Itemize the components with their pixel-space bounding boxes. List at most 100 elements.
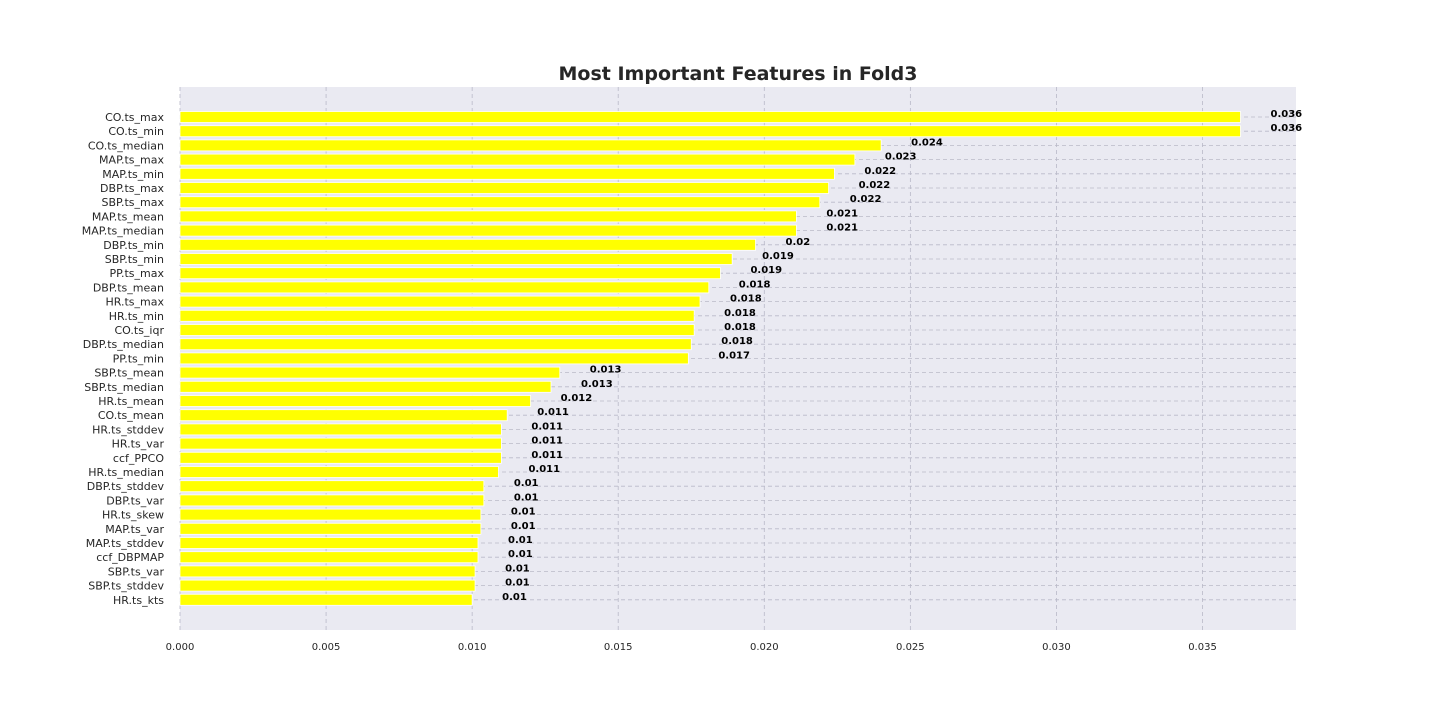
value-label: 0.021 bbox=[826, 208, 858, 219]
value-label: 0.018 bbox=[721, 336, 753, 347]
category-label: CO.ts_iqr bbox=[115, 324, 165, 337]
category-label: CO.ts_mean bbox=[98, 409, 164, 422]
bar bbox=[179, 352, 689, 365]
category-label: MAP.ts_min bbox=[102, 168, 164, 181]
value-label: 0.022 bbox=[859, 180, 891, 191]
bar bbox=[179, 125, 1241, 138]
category-label: SBP.ts_var bbox=[108, 565, 165, 578]
x-tick-label: 0.025 bbox=[896, 642, 925, 653]
value-label: 0.01 bbox=[511, 507, 536, 518]
bar bbox=[179, 253, 733, 265]
value-label: 0.012 bbox=[561, 393, 593, 404]
x-tick-label: 0.020 bbox=[750, 642, 779, 653]
x-tick-label: 0.010 bbox=[458, 642, 487, 653]
value-label: 0.018 bbox=[724, 322, 756, 333]
bar bbox=[179, 338, 692, 351]
bar bbox=[179, 224, 797, 237]
category-label: HR.ts_stddev bbox=[92, 423, 164, 436]
x-tick-label: 0.005 bbox=[312, 642, 341, 653]
bar bbox=[179, 480, 485, 493]
category-label: SBP.ts_min bbox=[105, 253, 164, 266]
value-label: 0.023 bbox=[885, 152, 917, 163]
category-label: MAP.ts_var bbox=[105, 523, 164, 536]
category-label: MAP.ts_mean bbox=[92, 210, 164, 223]
value-label: 0.01 bbox=[505, 563, 530, 574]
category-label: HR.ts_min bbox=[109, 310, 164, 323]
category-label: DBP.ts_min bbox=[103, 239, 164, 252]
value-label: 0.013 bbox=[590, 365, 622, 376]
bar bbox=[179, 267, 721, 280]
value-label: 0.017 bbox=[718, 350, 750, 361]
category-label: PP.ts_max bbox=[109, 267, 164, 280]
value-label: 0.011 bbox=[531, 450, 563, 461]
value-label: 0.036 bbox=[1270, 109, 1302, 120]
bar bbox=[179, 579, 476, 592]
category-label: HR.ts_max bbox=[105, 296, 164, 309]
category-label: HR.ts_mean bbox=[98, 395, 164, 408]
value-label: 0.01 bbox=[505, 578, 530, 589]
bar bbox=[179, 380, 552, 393]
bar bbox=[179, 522, 482, 535]
bar bbox=[179, 210, 797, 223]
bar bbox=[179, 153, 856, 166]
value-label: 0.01 bbox=[502, 592, 527, 603]
bar bbox=[179, 366, 561, 379]
value-label: 0.019 bbox=[750, 265, 782, 276]
value-label: 0.011 bbox=[537, 407, 569, 418]
bar bbox=[179, 451, 502, 464]
category-label: SBP.ts_max bbox=[102, 196, 165, 209]
category-label: HR.ts_var bbox=[112, 438, 165, 451]
category-label: CO.ts_median bbox=[88, 139, 164, 152]
value-label: 0.018 bbox=[724, 308, 756, 319]
category-label: MAP.ts_median bbox=[82, 225, 164, 238]
value-label: 0.01 bbox=[511, 521, 536, 532]
category-label: HR.ts_skew bbox=[102, 509, 164, 522]
value-label: 0.011 bbox=[531, 421, 563, 432]
bar bbox=[179, 537, 479, 549]
bar bbox=[179, 593, 473, 606]
category-label: ccf_PPCO bbox=[113, 452, 164, 465]
category-label: HR.ts_median bbox=[88, 466, 164, 479]
value-labels: 0.036 0.036 0.024 0.023 0.022 0.022 0.022 0.021… bbox=[502, 109, 1302, 603]
value-label: 0.01 bbox=[508, 549, 533, 560]
category-label: ccf_DBPMAP bbox=[96, 551, 164, 564]
x-tick-label: 0.015 bbox=[604, 642, 633, 653]
x-tick-label: 0.030 bbox=[1042, 642, 1071, 653]
value-label: 0.011 bbox=[531, 436, 563, 447]
bar bbox=[179, 565, 476, 578]
bar bbox=[179, 111, 1241, 123]
category-label: DBP.ts_max bbox=[100, 182, 164, 195]
bar bbox=[179, 196, 821, 209]
bar bbox=[179, 167, 835, 180]
category-label: CO.ts_min bbox=[108, 125, 164, 138]
bar bbox=[179, 281, 710, 294]
category-label: DBP.ts_mean bbox=[93, 281, 164, 294]
bar bbox=[179, 494, 485, 507]
bar bbox=[179, 466, 499, 478]
bar bbox=[179, 309, 695, 322]
bar bbox=[179, 437, 502, 450]
value-label: 0.018 bbox=[739, 279, 771, 290]
bar bbox=[179, 551, 479, 564]
bar bbox=[179, 139, 882, 152]
value-label: 0.019 bbox=[762, 251, 794, 262]
value-label: 0.024 bbox=[911, 137, 943, 148]
bars bbox=[179, 111, 1241, 606]
value-label: 0.022 bbox=[864, 166, 896, 177]
category-label: HR.ts_kts bbox=[113, 594, 164, 607]
value-label: 0.018 bbox=[730, 294, 762, 305]
chart-title: Most Important Features in Fold3 bbox=[559, 63, 918, 85]
category-label: SBP.ts_median bbox=[84, 381, 164, 394]
value-label: 0.011 bbox=[528, 464, 560, 475]
value-label: 0.01 bbox=[514, 492, 539, 503]
x-tick-label: 0.035 bbox=[1188, 642, 1217, 653]
x-tick-label: 0.000 bbox=[166, 642, 195, 653]
category-label: SBP.ts_stddev bbox=[88, 580, 164, 593]
value-label: 0.01 bbox=[514, 478, 539, 489]
value-label: 0.013 bbox=[581, 379, 613, 390]
bar bbox=[179, 324, 695, 336]
bar bbox=[179, 409, 508, 422]
category-label: MAP.ts_stddev bbox=[86, 537, 165, 550]
bar bbox=[179, 508, 482, 521]
